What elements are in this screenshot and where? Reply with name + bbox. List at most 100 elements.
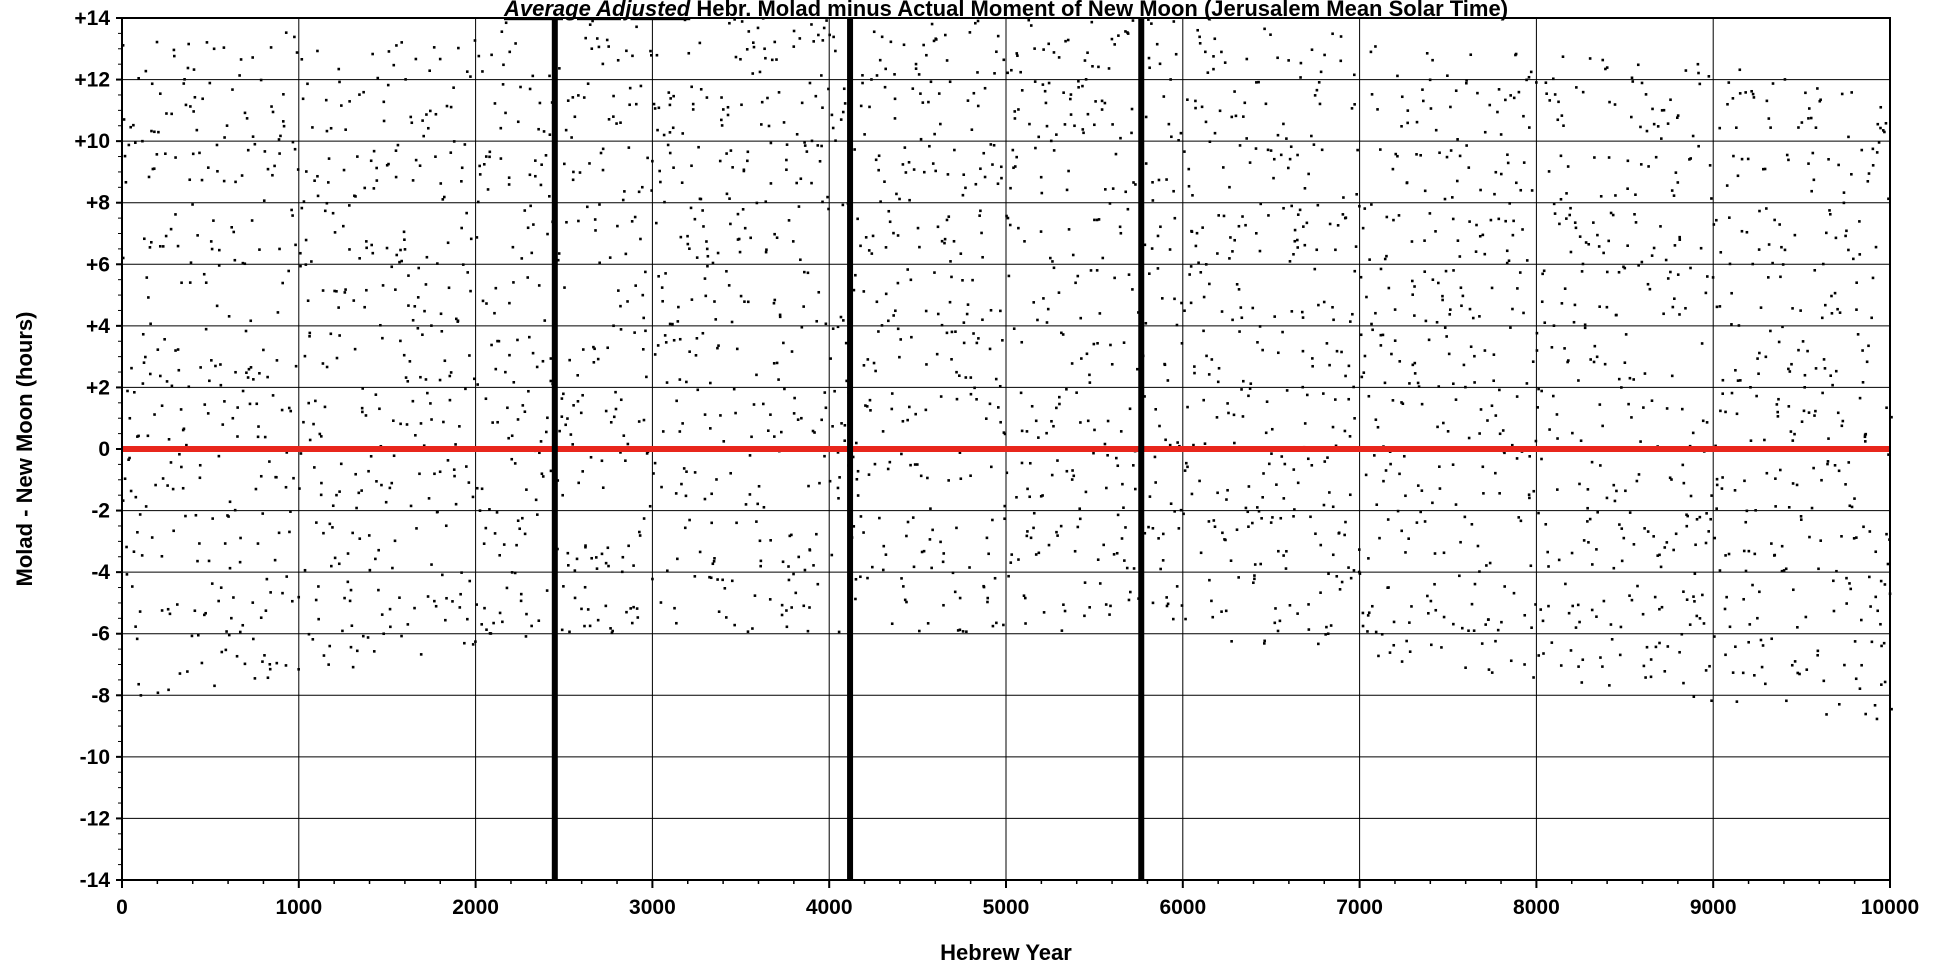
scatter-point: [1618, 653, 1622, 657]
scatter-point: [1404, 494, 1407, 498]
scatter-point: [308, 331, 312, 335]
scatter-point: [1540, 457, 1543, 461]
scatter-point: [182, 82, 186, 85]
scatter-point: [1328, 222, 1332, 226]
scatter-point: [607, 564, 610, 568]
scatter-point: [1678, 313, 1681, 316]
scatter-point: [679, 235, 683, 239]
scatter-point: [1537, 511, 1540, 515]
scatter-point: [706, 264, 709, 268]
scatter-point: [195, 128, 199, 132]
scatter-point: [1207, 373, 1211, 376]
scatter-point: [1051, 260, 1054, 263]
scatter-point: [1301, 349, 1305, 353]
scatter-point: [1332, 318, 1335, 322]
scatter-point: [808, 81, 812, 85]
scatter-point: [814, 94, 818, 98]
scatter-point: [246, 148, 250, 152]
scatter-point: [1602, 251, 1605, 255]
scatter-point: [1376, 108, 1379, 111]
scatter-point: [1063, 609, 1067, 613]
scatter-point: [454, 502, 458, 506]
scatter-point: [644, 270, 647, 274]
scatter-point: [577, 219, 580, 223]
scatter-point: [374, 557, 377, 561]
scatter-point: [1574, 626, 1578, 629]
scatter-point: [1814, 409, 1817, 413]
scatter-point: [1599, 464, 1602, 467]
scatter-point: [802, 305, 805, 308]
scatter-point: [1012, 166, 1015, 170]
scatter-point: [220, 650, 224, 654]
scatter-point: [1360, 375, 1364, 379]
scatter-point: [1678, 238, 1682, 242]
scatter-point: [418, 164, 422, 168]
scatter-point: [285, 451, 289, 454]
scatter-point: [916, 463, 919, 466]
scatter-point: [866, 358, 870, 361]
scatter-point: [255, 402, 259, 406]
scatter-point: [1216, 491, 1219, 495]
scatter-point: [1707, 75, 1711, 78]
scatter-point: [432, 46, 436, 49]
scatter-point: [1672, 194, 1676, 197]
scatter-point: [1887, 453, 1890, 456]
scatter-point: [1509, 326, 1512, 329]
scatter-point: [1052, 266, 1056, 270]
scatter-point: [1497, 88, 1501, 91]
scatter-point: [1749, 439, 1753, 442]
scatter-point: [621, 198, 625, 202]
scatter-point: [741, 207, 745, 211]
scatter-point: [1362, 371, 1366, 374]
scatter-point: [389, 625, 392, 629]
scatter-point: [597, 45, 601, 49]
scatter-point: [540, 163, 543, 166]
scatter-point: [788, 534, 792, 538]
scatter-point: [977, 337, 980, 340]
scatter-point: [579, 411, 583, 415]
scatter-point: [1633, 213, 1636, 216]
scatter-point: [1385, 254, 1388, 258]
scatter-point: [1226, 402, 1229, 405]
scatter-point: [1374, 45, 1377, 48]
scatter-point: [1165, 596, 1168, 599]
scatter-point: [1098, 312, 1102, 315]
scatter-point: [1069, 113, 1073, 116]
scatter-point: [1437, 385, 1441, 388]
scatter-point: [1013, 117, 1017, 120]
scatter-point: [1379, 148, 1382, 151]
scatter-point: [1735, 412, 1739, 416]
scatter-point: [1434, 608, 1438, 612]
scatter-point: [1047, 42, 1051, 46]
scatter-point: [1837, 469, 1841, 473]
scatter-point: [495, 511, 499, 514]
scatter-point: [357, 491, 361, 495]
scatter-point: [126, 389, 129, 393]
scatter-point: [1643, 372, 1647, 375]
scatter-point: [625, 610, 628, 614]
scatter-point: [299, 251, 302, 255]
scatter-point: [575, 557, 579, 561]
scatter-point: [600, 459, 604, 463]
scatter-point: [526, 226, 530, 230]
scatter-point: [1328, 491, 1331, 494]
scatter-point: [1773, 218, 1776, 222]
scatter-point: [622, 434, 626, 437]
scatter-point: [1419, 510, 1422, 514]
scatter-point: [1715, 507, 1718, 510]
scatter-point: [703, 413, 707, 416]
scatter-point: [1017, 558, 1020, 561]
scatter-point: [1551, 77, 1555, 81]
scatter-point: [612, 115, 615, 118]
scatter-point: [945, 59, 949, 62]
scatter-point: [1050, 419, 1053, 423]
scatter-point: [1315, 248, 1319, 252]
scatter-point: [803, 144, 807, 147]
scatter-point: [1553, 93, 1557, 96]
scatter-point: [1277, 549, 1280, 553]
scatter-point: [1307, 603, 1310, 606]
scatter-point: [1725, 595, 1728, 599]
scatter-point: [439, 312, 443, 316]
scatter-point: [1525, 382, 1529, 385]
scatter-point: [1861, 349, 1864, 352]
